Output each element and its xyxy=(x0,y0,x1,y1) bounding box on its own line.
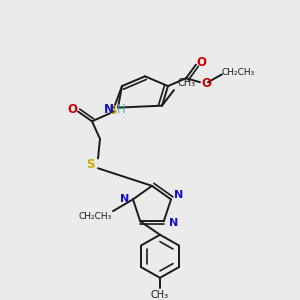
Text: O: O xyxy=(67,103,77,116)
Text: S: S xyxy=(86,158,94,171)
Text: O: O xyxy=(196,56,206,69)
Text: O: O xyxy=(201,76,211,90)
Text: H: H xyxy=(117,103,125,116)
Text: N: N xyxy=(104,103,114,116)
Text: CH₂CH₃: CH₂CH₃ xyxy=(78,212,112,220)
Text: CH₃: CH₃ xyxy=(151,290,169,300)
Text: CH₃: CH₃ xyxy=(178,78,196,88)
Text: N: N xyxy=(169,218,178,228)
Text: CH₂CH₃: CH₂CH₃ xyxy=(221,68,255,77)
Text: N: N xyxy=(120,194,130,204)
Text: N: N xyxy=(174,190,184,200)
Text: S: S xyxy=(108,104,116,117)
